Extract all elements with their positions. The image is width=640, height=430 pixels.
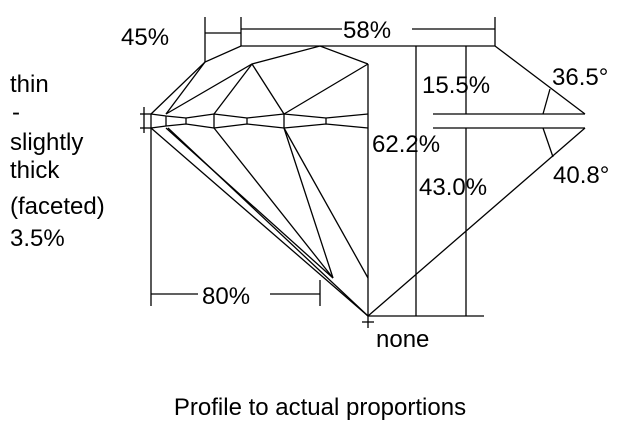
total-depth-label: 62.2% bbox=[372, 131, 440, 158]
crown-facets bbox=[150, 45, 586, 316]
crown-height-label: 15.5% bbox=[422, 72, 490, 99]
lower-half-label: 80% bbox=[202, 283, 250, 310]
dimension-lines bbox=[150, 17, 585, 317]
crown-angle-label: 36.5° bbox=[552, 64, 608, 91]
girdle bbox=[140, 107, 369, 133]
girdle-description: thin - slightly thick (faceted) 3.5% bbox=[10, 71, 105, 252]
girdle-line: thin bbox=[10, 71, 49, 98]
girdle-line: 3.5% bbox=[10, 225, 65, 252]
girdle-line: - bbox=[12, 99, 20, 126]
culet-label: none bbox=[376, 326, 429, 353]
pavilion-angle-label: 40.8° bbox=[553, 162, 609, 189]
girdle-line: slightly bbox=[10, 129, 83, 156]
crown-height-left-label: 45% bbox=[121, 24, 169, 51]
girdle-line: thick bbox=[10, 157, 60, 184]
pavilion-facets bbox=[150, 127, 586, 328]
girdle-line: (faceted) bbox=[10, 193, 105, 220]
caption: Profile to actual proportions bbox=[174, 394, 466, 421]
table-percent-label: 58% bbox=[343, 17, 391, 44]
pavilion-depth-label: 43.0% bbox=[419, 174, 487, 201]
